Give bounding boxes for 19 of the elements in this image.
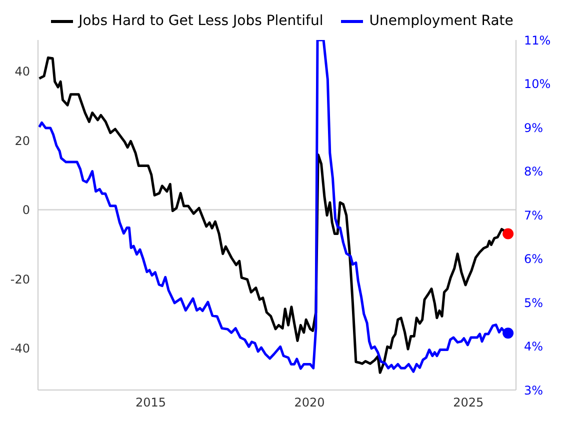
- y-tick-label: 0: [22, 203, 30, 218]
- y2-tick-label: 11%: [524, 33, 551, 48]
- y2-tick-label: 3%: [524, 383, 544, 398]
- y-tick-label: -40: [10, 342, 30, 356]
- x-tick-label: 2020: [294, 396, 325, 410]
- y2-tick-label: 5%: [524, 296, 544, 310]
- y-tick-label: 40: [14, 64, 30, 78]
- y2-tick-label: 10%: [524, 77, 551, 92]
- y2-tick-label: 8%: [524, 164, 544, 179]
- y2-tick-label: 7%: [524, 208, 544, 222]
- y2-tick-label: 9%: [524, 120, 544, 135]
- x-tick-label: 2025: [453, 396, 484, 410]
- legend-label: Jobs Hard to Get Less Jobs Plentiful: [76, 13, 324, 29]
- y2-tick-label: 6%: [524, 252, 544, 266]
- legend-label: Unemployment Rate: [368, 13, 514, 29]
- x-tick-label: 2015: [135, 396, 166, 410]
- y2-tick-label: 4%: [524, 340, 544, 354]
- y-tick-label: 20: [14, 134, 30, 148]
- y-tick-label: -20: [10, 272, 30, 286]
